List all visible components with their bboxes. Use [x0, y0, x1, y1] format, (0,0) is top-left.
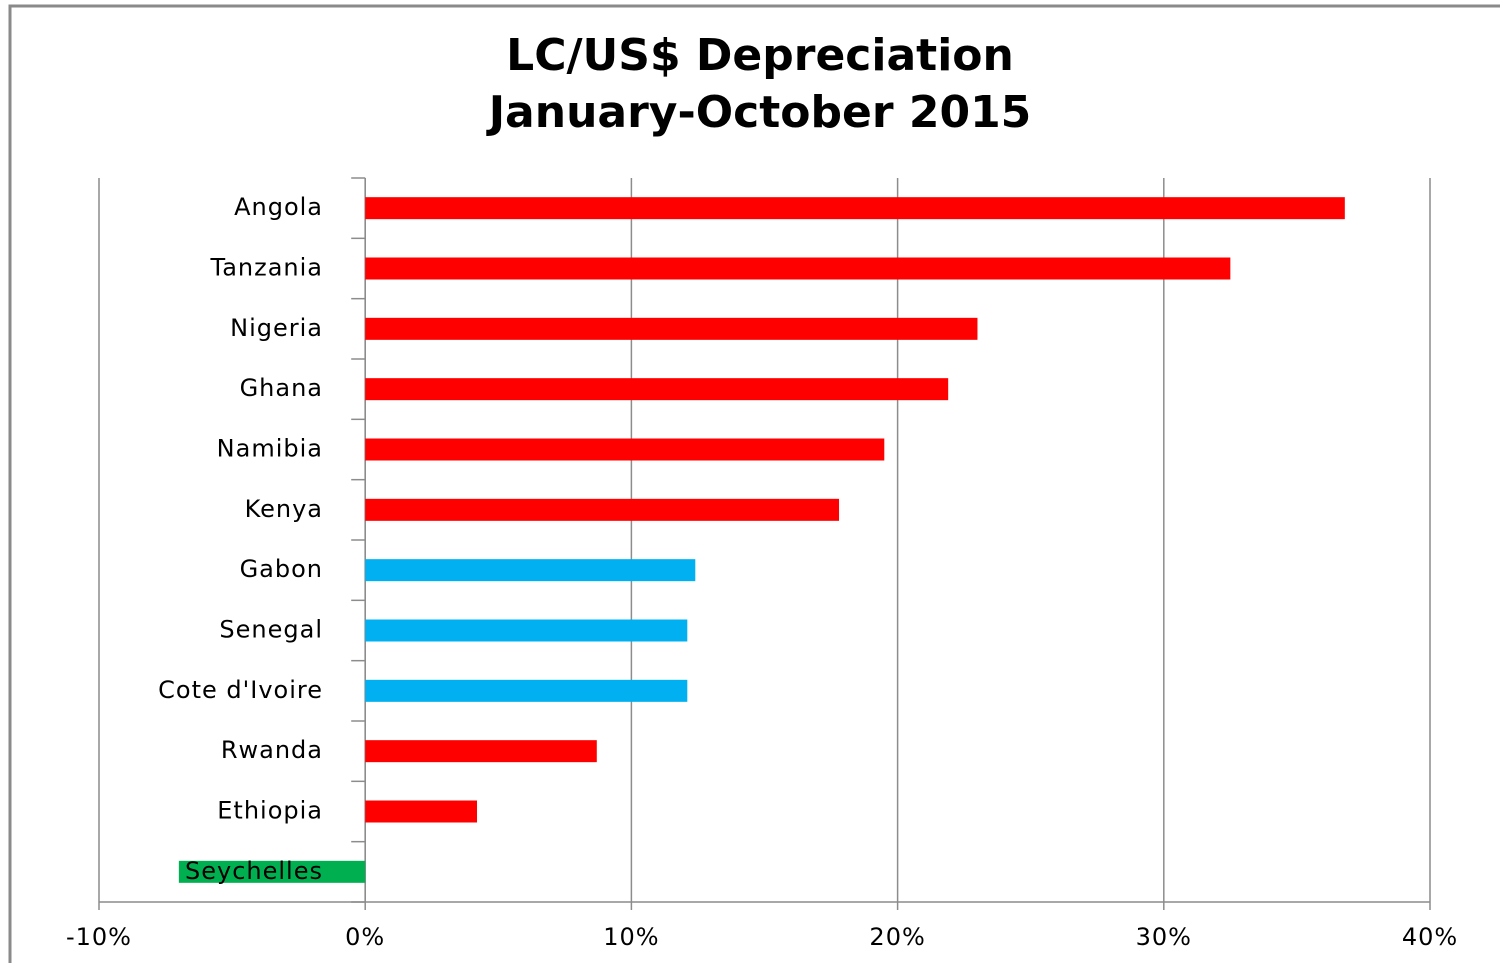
y-tick-label: Ghana: [240, 374, 323, 402]
y-tick-label: Kenya: [245, 495, 323, 523]
bar: [365, 438, 885, 461]
x-tick-label: 10%: [603, 923, 659, 951]
bar: [365, 197, 1345, 220]
bar: [365, 800, 478, 823]
y-tick-label: Rwanda: [221, 736, 323, 764]
chart-title: January-October 2015: [486, 87, 1032, 138]
y-tick-label: Seychelles: [185, 857, 323, 885]
y-tick-label: Tanzania: [210, 254, 324, 282]
x-tick-label: 40%: [1402, 923, 1458, 951]
y-tick-label: Namibia: [217, 435, 323, 463]
x-tick-label: -10%: [66, 923, 132, 951]
bar: [365, 317, 978, 340]
bar: [365, 257, 1231, 280]
bar: [365, 378, 949, 401]
bar: [365, 740, 597, 763]
y-tick-label: Ethiopia: [217, 797, 323, 825]
bar: [178, 860, 366, 883]
y-tick-label: Cote d'Ivoire: [158, 676, 323, 704]
chart-frame: [8, 4, 1500, 963]
bar: [365, 559, 696, 582]
y-tick-label: Nigeria: [230, 314, 323, 342]
x-tick-label: 20%: [869, 923, 925, 951]
y-tick-label: Gabon: [240, 555, 323, 583]
bar: [365, 679, 688, 702]
bar: [365, 498, 840, 521]
y-tick-label: Senegal: [219, 616, 323, 644]
chart-title: LC/US$ Depreciation: [506, 30, 1014, 81]
x-tick-label: 0%: [345, 923, 385, 951]
y-tick-label: Angola: [234, 193, 323, 221]
bar: [365, 619, 688, 642]
x-tick-label: 30%: [1136, 923, 1192, 951]
